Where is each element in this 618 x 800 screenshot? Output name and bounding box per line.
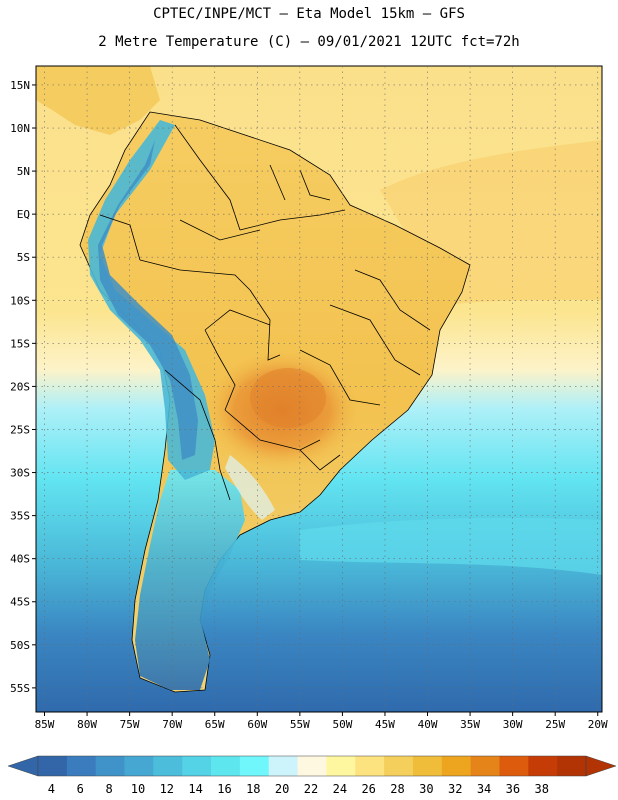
longitude-label: 60W xyxy=(247,718,267,731)
la-plata-cool-area xyxy=(225,455,275,520)
longitude-label: 20W xyxy=(588,718,608,731)
colorbar-segment xyxy=(384,756,414,776)
colorbar-label: 18 xyxy=(246,782,260,796)
colorbar-label: 30 xyxy=(419,782,433,796)
colorbar-label: 28 xyxy=(390,782,404,796)
andes-core-strip xyxy=(98,140,198,460)
colorbar-segment xyxy=(499,756,529,776)
chart-title-line-2: 2 Metre Temperature (C) – 09/01/2021 12U… xyxy=(98,34,520,50)
colorbar-segment xyxy=(239,756,270,776)
central-america-land xyxy=(36,66,160,135)
latitude-label: 55S xyxy=(10,682,30,695)
longitude-label: 45W xyxy=(375,718,395,731)
latitude-label: 40S xyxy=(10,553,30,566)
latitude-label: 50S xyxy=(10,639,30,652)
patagonia-cool-area xyxy=(135,470,245,690)
colorbar-label: 32 xyxy=(448,782,462,796)
latitude-label: 10N xyxy=(10,122,30,135)
latitude-label: 15N xyxy=(10,79,30,92)
colorbar-label: 36 xyxy=(506,782,520,796)
colorbar-label: 26 xyxy=(361,782,375,796)
color-bar: 4 6 8 10 12 14 16 18 20 22 24 26 28 30 32 34 36 38 xyxy=(7,755,617,796)
longitude-label: 85W xyxy=(35,718,55,731)
colorbar-segment xyxy=(124,756,154,776)
colorbar-right-arrow xyxy=(585,755,617,777)
colorbar-label: 8 xyxy=(105,782,112,796)
latitude-label: EQ xyxy=(17,208,30,221)
colorbar-label: 38 xyxy=(535,782,549,796)
map-frame xyxy=(35,65,603,713)
colorbar-segment xyxy=(441,756,472,776)
colorbar-label: 6 xyxy=(77,782,84,796)
colorbar-label: 34 xyxy=(477,782,491,796)
longitude-labels: 85W 80W 75W 70W 65W 60W 55W 50W 45W 40W 35W 30W 25W 2… xyxy=(35,718,608,731)
longitude-label: 50W xyxy=(332,718,352,731)
cold-ocean-swirl xyxy=(300,518,602,575)
colorbar-label: 22 xyxy=(304,782,318,796)
longitude-label: 70W xyxy=(162,718,182,731)
colorbar-segment xyxy=(38,756,68,776)
colorbar-segment xyxy=(182,756,212,776)
colorbar-segment xyxy=(66,756,97,776)
colorbar-label: 20 xyxy=(275,782,289,796)
colorbar-segment xyxy=(470,756,500,776)
latitude-label: 15S xyxy=(10,337,30,350)
longitude-label: 25W xyxy=(545,718,565,731)
colorbar-segment xyxy=(153,756,183,776)
colorbar-segment xyxy=(95,756,125,776)
colorbar-label: 12 xyxy=(160,782,174,796)
colorbar-label: 14 xyxy=(188,782,202,796)
colorbar-segment xyxy=(557,756,587,776)
latitude-label: 5N xyxy=(17,165,30,178)
colorbar-segment xyxy=(326,756,356,776)
longitude-label: 55W xyxy=(290,718,310,731)
longitude-label: 35W xyxy=(460,718,480,731)
colorbar-segment xyxy=(297,756,327,776)
latitude-label: 35S xyxy=(10,510,30,523)
graticule xyxy=(32,66,602,716)
colorbar-segment xyxy=(355,756,385,776)
colorbar-label: 24 xyxy=(333,782,347,796)
longitude-label: 40W xyxy=(418,718,438,731)
longitude-label: 30W xyxy=(503,718,523,731)
latitude-label: 10S xyxy=(10,294,30,307)
hot-core-center xyxy=(250,368,326,428)
longitude-label: 80W xyxy=(77,718,97,731)
colorbar-segment xyxy=(268,756,298,776)
latitude-label: 25S xyxy=(10,423,30,436)
colorbar-left-arrow xyxy=(7,755,39,777)
colorbar-label: 4 xyxy=(48,782,55,796)
longitude-label: 75W xyxy=(120,718,140,731)
latitude-label: 30S xyxy=(10,467,30,480)
latitude-label: 5S xyxy=(17,251,30,264)
latitude-label: 20S xyxy=(10,380,30,393)
colorbar-segment xyxy=(528,756,558,776)
colorbar-frame xyxy=(37,755,587,777)
chart-title-line-1: CPTEC/INPE/MCT – Eta Model 15km – GFS xyxy=(153,6,465,22)
colorbar-segment xyxy=(412,756,443,776)
latitude-label: 45S xyxy=(10,596,30,609)
longitude-label: 65W xyxy=(205,718,225,731)
colorbar-label: 10 xyxy=(131,782,145,796)
country-borders xyxy=(99,124,431,501)
colorbar-segment xyxy=(211,756,241,776)
colorbar-label: 16 xyxy=(217,782,231,796)
latitude-labels: 15N 10N 5N EQ 5S 10S 15S 20S 25S 30S 35S 40S 45S 50S 5… xyxy=(10,79,30,695)
